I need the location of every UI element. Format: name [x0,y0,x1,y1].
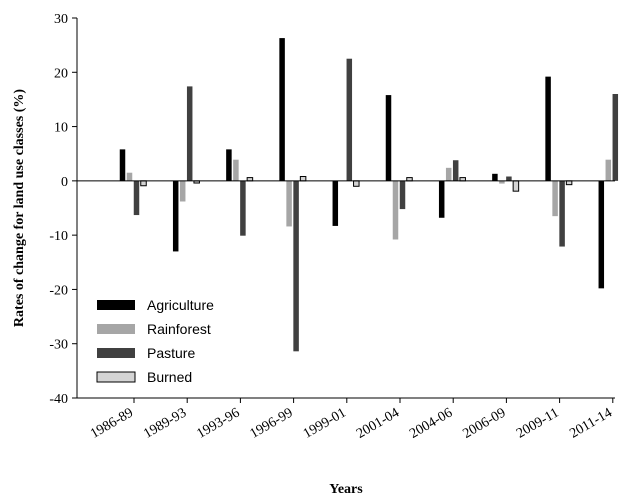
bar-agriculture-1996-99 [279,38,285,181]
legend-swatch-rainforest [97,324,135,334]
bar-rainforest-2011-14 [605,159,612,181]
x-tick-label: 1989-93 [141,405,189,441]
bar-agriculture-1993-96 [226,149,232,181]
x-tick-label: 2004-06 [407,405,455,441]
y-tick-label: -20 [49,283,68,298]
legend-swatch-pasture [97,348,135,358]
y-tick-label: 0 [61,175,68,190]
y-tick-label: 30 [54,12,68,27]
bar-burned-2009-11 [565,180,573,186]
bar-pasture-1986-89 [133,180,140,216]
bar-pasture-2009-11 [559,180,565,247]
bar-pasture-2011-14 [612,94,619,181]
bar-pasture-2006-09 [506,176,512,181]
x-tick-label: 2009-11 [514,405,561,441]
y-tick-label: 10 [54,121,68,136]
y-axis-title: Rates of change for land use classes (%) [12,89,27,327]
x-axis-title: Years [329,482,363,497]
bar-rainforest-2006-09 [499,180,505,184]
bar-agriculture-2009-11 [545,76,551,181]
y-tick-label: -10 [49,229,68,244]
bar-agriculture-2004-06 [438,180,445,218]
legend-swatch-burned [96,371,136,383]
bar-agriculture-2001-04 [385,95,392,181]
bar-rainforest-2009-11 [552,180,558,217]
bar-agriculture-1986-89 [119,149,126,181]
bar-rainforest-1989-93 [179,180,186,202]
legend-swatch-agriculture [97,300,135,310]
bar-pasture-1996-99 [293,180,299,352]
legend-label-pasture: Pasture [147,345,195,361]
bar-rainforest-1986-89 [126,172,133,181]
y-tick-label: -40 [49,392,68,407]
bar-burned-1986-89 [140,180,147,187]
bar-pasture-1989-93 [186,86,193,181]
bar-pasture-1993-96 [240,180,246,236]
y-tick-label: 20 [54,66,68,81]
bar-rainforest-2004-06 [445,167,452,181]
x-tick-label: 1999-01 [301,405,349,441]
x-tick-label: 1993-96 [194,405,242,441]
bar-agriculture-1999-01 [332,180,339,226]
bar-agriculture-2011-14 [598,180,605,289]
bar-pasture-1999-01 [346,58,353,181]
bar-burned-1999-01 [353,180,360,187]
bar-agriculture-1989-93 [172,180,179,252]
bar-pasture-2004-06 [452,160,459,181]
x-tick-label: 1986-89 [88,405,136,441]
x-tick-label: 1996-99 [248,405,296,441]
x-tick-label: 2001-04 [354,405,402,441]
x-tick-label: 2011-14 [567,405,614,441]
y-tick-label: -30 [49,338,68,353]
legend-label-rainforest: Rainforest [147,321,211,337]
x-tick-label: 2006-09 [460,405,508,441]
bar-burned-1996-99 [299,176,307,182]
legend-label-agriculture: Agriculture [147,297,214,313]
bar-rainforest-1993-96 [233,159,239,181]
legend-label-burned: Burned [147,369,192,385]
legend: Agriculture Rainforest Pasture Burned [96,297,214,385]
bar-burned-2006-09 [512,180,520,192]
bar-pasture-2001-04 [399,180,406,210]
bar-rainforest-2001-04 [392,180,399,240]
bar-rainforest-1996-99 [286,180,292,227]
bar-agriculture-2006-09 [492,173,498,181]
